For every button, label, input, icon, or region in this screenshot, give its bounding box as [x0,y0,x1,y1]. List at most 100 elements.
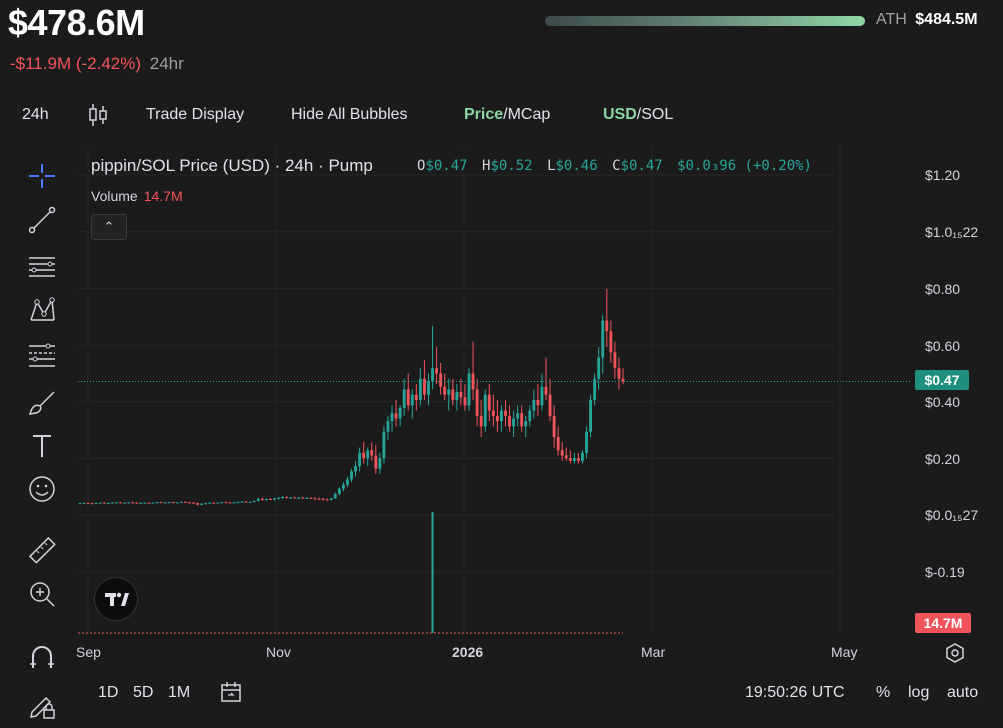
candle-body [577,458,580,461]
candle-body [390,413,394,422]
x-tick-label: Nov [266,644,291,660]
candle-body [256,498,260,501]
candle-body [354,466,357,472]
lock-drawing-icon[interactable] [26,688,58,720]
ohlc-low-value: $0.46 [555,158,598,174]
y-tick-label: $0.40 [925,394,961,410]
ohlc-open-key: O [417,158,426,174]
candle-body [471,373,475,390]
candle-body [463,397,467,406]
candle-body [131,502,135,504]
candle-body [94,502,98,504]
candle-body [366,450,370,459]
candle-body [123,502,126,504]
chart-settings-icon[interactable] [944,642,966,669]
ruler-icon[interactable] [26,534,58,566]
candle-body [500,410,503,422]
candle-body [414,394,418,400]
pattern-icon[interactable] [26,294,58,326]
tradingview-logo[interactable] [94,577,138,621]
fib-retracement-icon[interactable] [26,339,58,371]
usd-option[interactable]: USD [603,106,637,123]
candle-body [483,394,487,427]
chart-title: pippin/SOL Price (USD) · 24h · Pump [91,156,373,175]
price-chart[interactable] [78,145,910,640]
candle-body [244,501,248,503]
candle-body [495,415,499,422]
y-tick-label: $0.20 [925,451,961,467]
brush-icon[interactable] [26,386,58,418]
candle-body [382,431,386,459]
trend-line-icon[interactable] [26,204,58,236]
candle-body [313,498,317,500]
volume-value: 14.7M [143,188,183,204]
y-tick-label: $0.0₁₅27 [925,507,979,523]
trade-display-button[interactable]: Trade Display [146,106,245,123]
date-range-icon[interactable] [219,680,243,709]
candle-body [285,497,289,499]
candle-body [346,479,349,485]
percent-scale-button[interactable]: % [876,684,891,701]
range-5d-button[interactable]: 5D [133,684,154,701]
candle-body [224,502,228,504]
candle-body [135,502,139,504]
candle-body [260,498,264,501]
hide-bubbles-button[interactable]: Hide All Bubbles [291,106,408,123]
sol-option[interactable]: /SOL [636,106,674,123]
candle-body [402,389,406,408]
collapse-legend-button[interactable]: ⌃ [91,214,127,240]
usd-sol-toggle[interactable]: USD/SOL [603,106,673,124]
candle-body [167,502,171,504]
candle-body [159,502,163,504]
candle-body [163,502,167,504]
price-option[interactable]: Price [464,106,504,123]
candle-body [269,498,272,500]
candle-body [601,320,605,358]
candle-body [309,497,313,499]
range-1d-button[interactable]: 1D [98,684,119,701]
candlestick-icon[interactable] [88,103,108,132]
candle-body [443,386,447,395]
magnet-icon[interactable] [26,642,58,674]
candle-body [528,410,532,422]
ohlc-open-value: $0.47 [425,158,468,174]
candle-body [289,497,293,499]
crosshair-icon[interactable] [26,160,58,192]
candle-body [532,399,536,411]
ohlc-high-value: $0.52 [490,158,533,174]
candle-body [552,415,556,438]
candle-body [187,502,191,504]
candle-body [410,394,414,406]
candle-body [220,502,224,504]
candle-body [556,437,560,451]
candle-body [305,497,309,499]
candle-body [617,368,621,379]
candle-body [232,502,236,504]
ath-indicator: ATH $484.5M [876,11,978,29]
candle-body [277,497,280,499]
candle-body [431,368,434,382]
text-icon[interactable] [26,430,58,462]
mcap-option[interactable]: /MCap [503,106,551,123]
ohlc-change: $0.0₃96 (+0.20%) [677,158,812,174]
emoji-icon[interactable] [26,473,58,505]
candle-body [544,386,548,395]
candle-body [593,378,597,400]
range-1m-button[interactable]: 1M [168,684,191,701]
market-cap-value: $478.6M [8,2,145,43]
horizontal-lines-icon[interactable] [26,250,58,282]
price-mcap-toggle[interactable]: Price/MCap [464,106,550,124]
interval-selector[interactable]: 24h [22,106,49,123]
candle-body [504,410,507,416]
candle-body [317,498,321,500]
auto-scale-button[interactable]: auto [947,684,979,701]
candle-body [475,389,479,416]
change-value: -$11.9M (-2.42%) [10,54,142,73]
volume-label: Volume [91,188,138,204]
candle-body [240,501,244,503]
log-scale-button[interactable]: log [908,684,930,701]
x-tick-label: 2026 [452,644,484,660]
candle-body [212,502,216,504]
candle-body [609,331,613,353]
zoom-in-icon[interactable] [26,578,58,610]
